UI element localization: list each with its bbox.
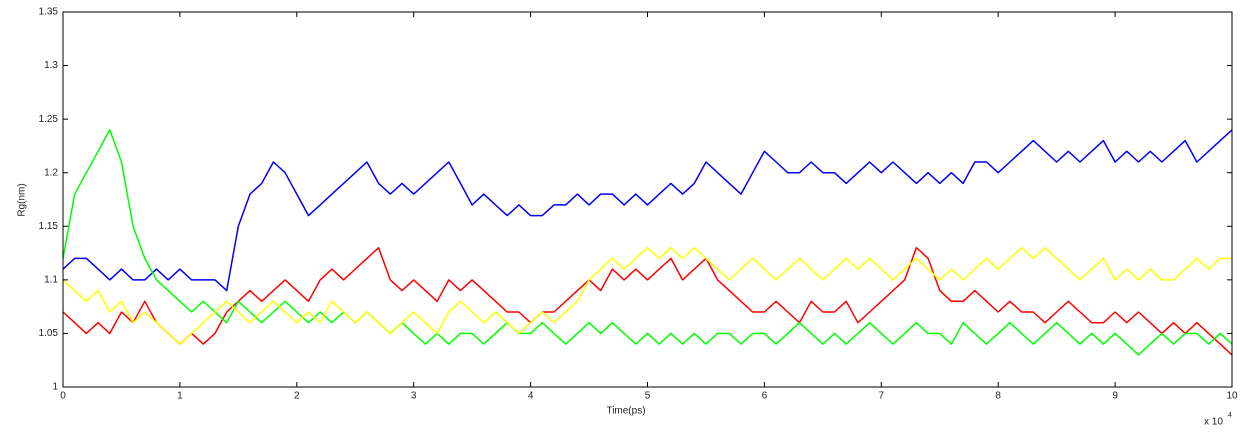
y-tick-label: 1.25 [39, 114, 59, 125]
y-tick-label: 1.1 [44, 274, 58, 285]
y-tick-label: 1.05 [39, 328, 59, 339]
y-tick-label: 1 [52, 382, 58, 393]
y-tick-label: 1.2 [44, 167, 58, 178]
plot-area [63, 12, 1232, 387]
x-tick-label: 4 [528, 391, 534, 402]
data-line [62, 246, 1232, 345]
x-tick-label: 3 [411, 391, 417, 402]
x-tick-label: 1 [177, 391, 183, 402]
y-tick-label: 1.15 [39, 221, 59, 232]
data-line [62, 129, 1233, 292]
x-tick-label: 8 [995, 391, 1001, 402]
x-tick-label: 9 [1112, 391, 1118, 402]
x-multiplier-exponent: 4 [1228, 412, 1232, 419]
y-tick-label: 1.3 [44, 60, 58, 71]
x-tick-label: 6 [762, 391, 768, 402]
x-tick-label: 5 [645, 391, 651, 402]
x-multiplier: x 10 [1204, 417, 1223, 428]
data-line [62, 129, 1233, 356]
x-tick-label: 7 [879, 391, 885, 402]
y-tick-label: 1.35 [39, 7, 59, 18]
y-axis-label: Rg(nm) [17, 183, 28, 216]
x-tick-label: 0 [60, 391, 66, 402]
x-axis-label: Time(ps) [606, 406, 645, 417]
data-line [62, 246, 1233, 356]
x-tick-label: 10 [1226, 391, 1238, 402]
x-tick-label: 2 [294, 391, 300, 402]
